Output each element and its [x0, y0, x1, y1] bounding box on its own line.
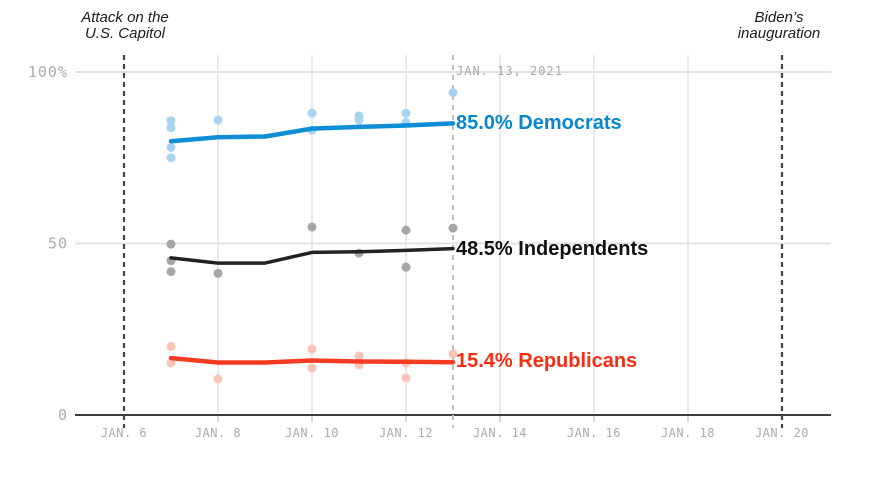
poll-dot-republicans: [448, 349, 458, 359]
poll-dot-republicans: [307, 344, 317, 354]
x-tick-label: JAN. 18: [661, 426, 715, 440]
poll-dot-independents: [213, 268, 223, 278]
annotation-capitol-attack: Attack on the U.S. Capitol: [45, 10, 205, 42]
trend-line-republicans: [168, 355, 456, 365]
annotation-inauguration-line1: Biden’s: [754, 9, 804, 26]
trend-line-democrats: [168, 121, 456, 144]
poll-dot-democrats: [213, 115, 223, 125]
poll-dot-independents: [401, 225, 411, 235]
x-tick-label: JAN. 10: [285, 426, 339, 440]
y-tick-label: 0: [58, 406, 68, 424]
poll-dot-independents: [307, 222, 317, 232]
y-tick-label: 100%: [28, 63, 68, 81]
poll-dot-democrats: [166, 123, 176, 133]
poll-dot-republicans: [166, 341, 176, 351]
annotation-capitol-line1: Attack on the: [81, 9, 169, 26]
poll-dot-democrats: [166, 153, 176, 163]
annotation-biden-inauguration: Biden’s inauguration: [699, 10, 859, 42]
series-label-independents: 48.5% Independents: [456, 238, 649, 260]
x-tick-label: JAN. 14: [473, 426, 527, 440]
x-tick-label: JAN. 12: [379, 426, 433, 440]
poll-dot-democrats: [354, 115, 364, 125]
poll-dot-republicans: [401, 373, 411, 383]
poll-dot-democrats: [166, 142, 176, 152]
poll-dot-democrats: [166, 116, 176, 126]
poll-dot-independents: [448, 223, 458, 233]
annotation-inauguration-line2: inauguration: [737, 25, 821, 42]
trend-line-independents: [169, 246, 455, 265]
poll-dot-independents: [166, 239, 176, 249]
y-tick-label: 50: [48, 235, 68, 253]
poll-dot-republicans: [354, 351, 364, 361]
x-tick-label: JAN. 8: [195, 426, 241, 440]
poll-dot-democrats: [448, 88, 458, 98]
poll-dot-independents: [401, 262, 411, 272]
poll-dot-democrats: [401, 108, 411, 118]
x-tick-label: JAN. 20: [755, 426, 809, 440]
annotation-capitol-line2: U.S. Capitol: [84, 25, 166, 42]
x-tick-label: JAN. 6: [101, 426, 147, 440]
series-label-republicans: 15.4% Republicans: [456, 350, 638, 372]
poll-dot-democrats: [307, 108, 317, 118]
x-tick-label: JAN. 16: [567, 426, 621, 440]
current-date-label: JAN. 13, 2021: [456, 64, 563, 78]
poll-dot-republicans: [307, 363, 317, 373]
poll-dot-republicans: [166, 358, 176, 368]
series-label-democrats: 85.0% Democrats: [456, 112, 622, 134]
poll-dot-independents: [166, 267, 176, 277]
poll-dot-republicans: [213, 374, 223, 384]
